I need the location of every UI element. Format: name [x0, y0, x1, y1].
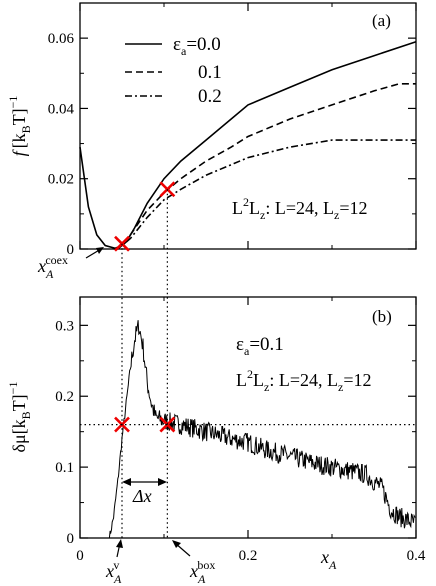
panel-b-ytick-label-2: 0.2: [55, 389, 74, 405]
panel-b-xtick-label-0: 0: [76, 548, 84, 564]
panel-b-ticks: 0 0.1 0.2 0.3 0 0.2 0.4: [55, 297, 426, 564]
xcoex-label: xAcoex: [37, 253, 68, 281]
legend-label-0: εa=0.0: [173, 34, 221, 58]
panel-a-ylabel: f[kBT]−1: [6, 96, 33, 157]
x-axis-label: xA: [320, 547, 337, 572]
panel-b-ytick-label-0: 0: [67, 531, 75, 547]
delta-x-indicator: Δx: [122, 478, 167, 506]
panel-b: 0 0.1 0.2 0.3 0 0.2 0.4 (b) εa=0.1 L2Lz: L=24,…: [6, 296, 426, 586]
panel-a: 0 0.02 0.04 0.06 (a) εa=0.0 0.1 0.2 L2Lz: L…: [6, 2, 417, 281]
panel-a-ytick-label-2: 0.04: [48, 101, 75, 117]
svg-text:f[kBT]−1: f[kBT]−1: [6, 96, 33, 157]
panel-b-ytick-label-3: 0.3: [55, 318, 74, 334]
panel-b-annotation: L2Lz: L=24, Lz=12: [236, 367, 371, 394]
panel-b-epsilon: εa=0.1: [236, 334, 284, 358]
panel-a-ytick-label-3: 0.06: [48, 31, 75, 47]
panel-a-curves: [79, 40, 417, 250]
panel-b-frame: [79, 296, 417, 539]
panel-a-series-1: [113, 83, 416, 250]
panel-b-xtick-label-1: 0.2: [239, 548, 258, 564]
legend: εa=0.0 0.1 0.2: [125, 34, 222, 107]
xv-arrowhead: [116, 539, 123, 548]
panel-a-ytick-label-1: 0.02: [48, 172, 74, 188]
xbox-label: xAbox: [189, 558, 215, 586]
panel-b-ytick-label-1: 0.1: [55, 460, 74, 476]
legend-label-2: 0.2: [198, 86, 222, 107]
xcoex-arrowhead: [96, 247, 104, 254]
legend-label-1: 0.1: [198, 62, 222, 83]
panel-a-series-0: [79, 40, 417, 250]
panel-a-markers: [114, 181, 176, 252]
panel-a-ticks: 0 0.02 0.04 0.06: [48, 3, 417, 258]
panel-b-label: (b): [372, 307, 392, 326]
panel-a-series-2: [113, 139, 416, 250]
panel-a-ytick-label-0: 0: [67, 242, 75, 258]
xbox-arrowhead: [172, 540, 181, 548]
panel-a-label: (a): [372, 11, 391, 30]
xv-label: xAv: [105, 558, 122, 586]
panel-a-annotation: L2Lz: L=24, Lz=12: [232, 195, 367, 222]
svg-text:δμ[kBT]−1: δμ[kBT]−1: [6, 382, 33, 453]
panel-b-xtick-label-2: 0.4: [407, 548, 426, 564]
delta-x-label: Δx: [132, 486, 152, 506]
panel-b-ylabel: δμ[kBT]−1: [6, 382, 33, 453]
dotted-guides: [80, 189, 416, 538]
